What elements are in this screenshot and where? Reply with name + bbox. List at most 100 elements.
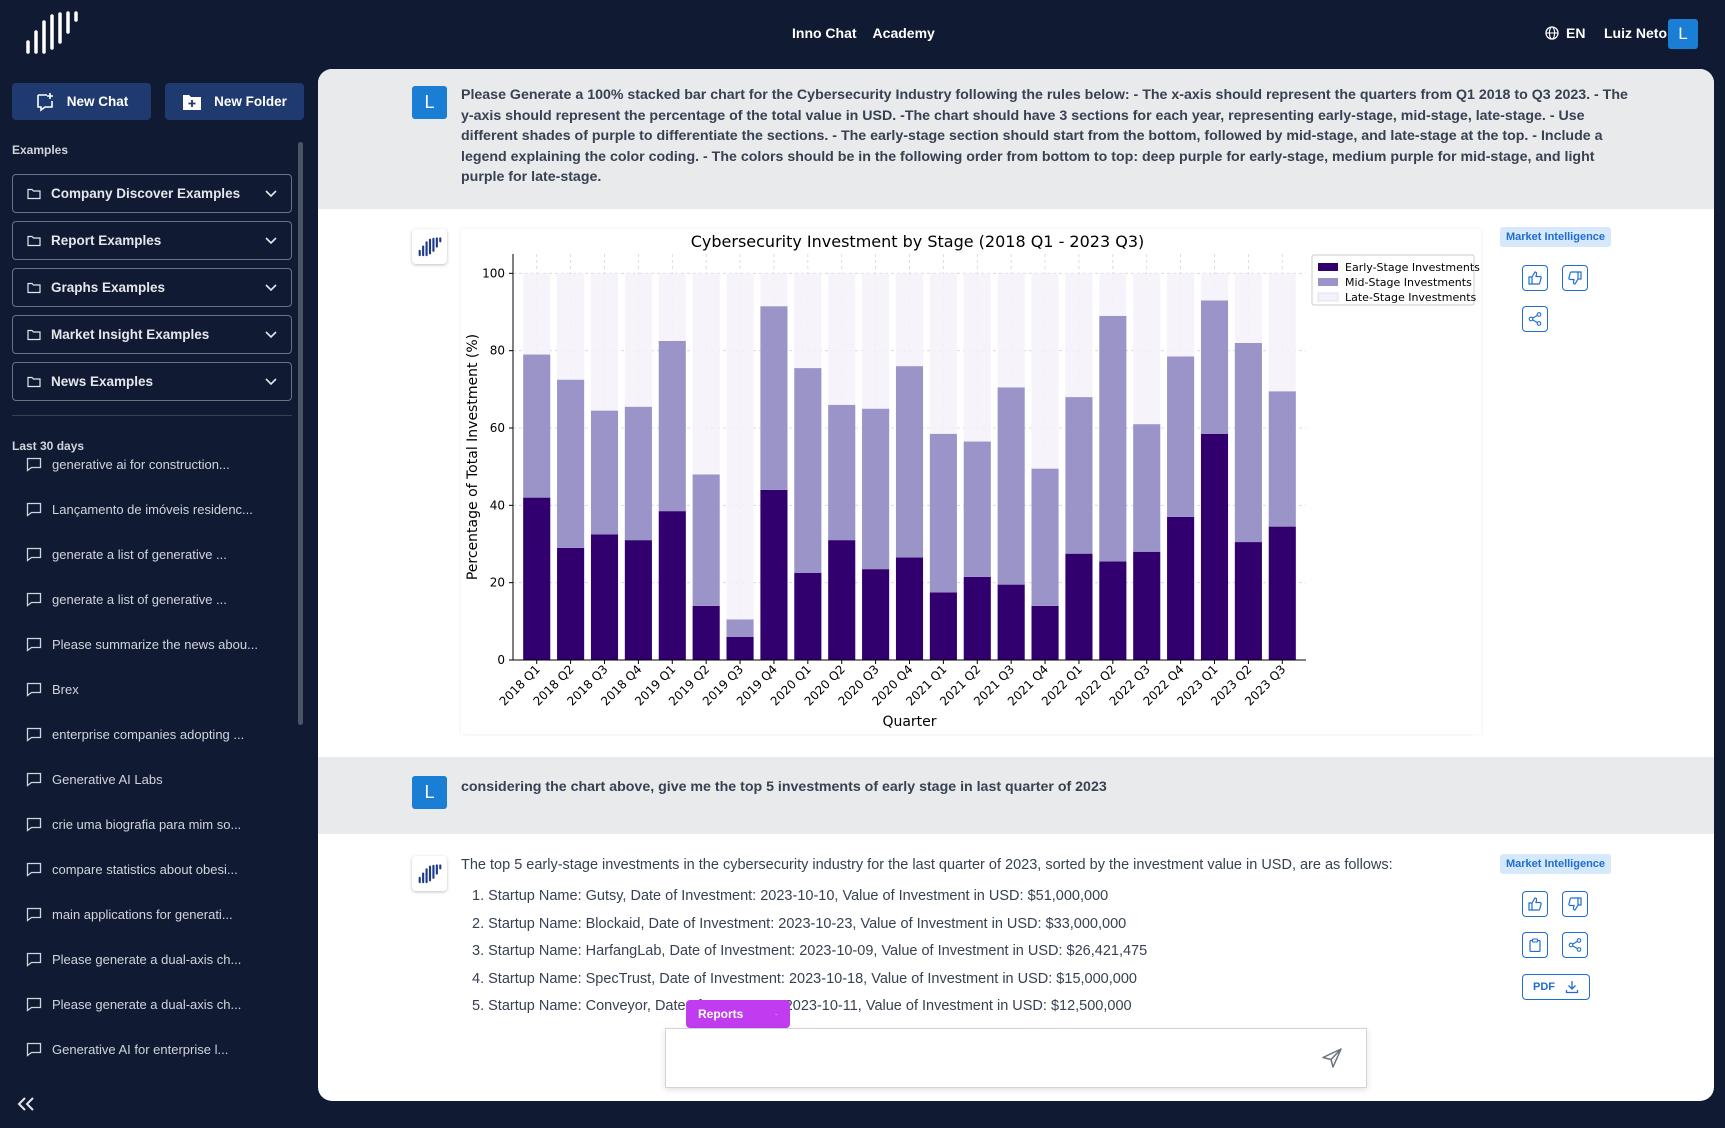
folder-company-discover-examples[interactable]: Company Discover Examples — [12, 174, 292, 213]
answer-item: 3. Startup Name: HarfangLab, Date of Inv… — [472, 943, 1148, 959]
y-tick-label: 60 — [490, 421, 505, 435]
bar-segment-late — [726, 273, 754, 620]
folder-label: Market Insight Examples — [51, 327, 210, 342]
share-icon — [1568, 938, 1582, 952]
thumbs-up-button[interactable] — [1522, 265, 1548, 291]
new-folder-button[interactable]: New Folder — [165, 83, 304, 120]
history-item-label: Please generate a dual-axis ch... — [52, 997, 242, 1012]
y-axis-label: Percentage of Total Investment (%) — [465, 334, 481, 580]
thumbs-up-button[interactable] — [1522, 891, 1548, 917]
pdf-download-button[interactable]: PDF — [1522, 974, 1590, 1000]
bar-segment-early — [760, 489, 788, 660]
bar-segment-late — [760, 273, 788, 307]
chat-bubble-icon — [26, 502, 42, 517]
user-name[interactable]: Luiz Neto — [1604, 25, 1667, 41]
bar-segment-mid — [1099, 315, 1127, 562]
new-folder-label: New Folder — [214, 94, 287, 109]
history-item[interactable]: generate a list of generative ... — [26, 592, 286, 637]
folder-graphs-examples[interactable]: Graphs Examples — [12, 268, 292, 307]
bot-avatar — [412, 856, 447, 891]
nav-academy[interactable]: Academy — [872, 25, 935, 41]
bar-segment-mid — [1234, 342, 1262, 543]
answer-item: 1. Startup Name: Gutsy, Date of Investme… — [472, 888, 1109, 904]
collapse-sidebar-button[interactable] — [16, 1092, 36, 1118]
folder-market-insight-examples[interactable]: Market Insight Examples — [12, 315, 292, 354]
thumbs-down-button[interactable] — [1562, 265, 1588, 291]
top-nav: Inno Chat Academy — [792, 25, 935, 41]
chat-bubble-icon — [26, 727, 42, 742]
user-message: L Please Generate a 100% stacked bar cha… — [318, 69, 1714, 209]
y-tick-label: 100 — [482, 266, 505, 280]
bar-segment-mid — [929, 433, 957, 593]
history-item-label: enterprise companies adopting ... — [52, 727, 245, 742]
history-item[interactable]: enterprise companies adopting ... — [26, 727, 286, 772]
bar-segment-mid — [794, 368, 822, 573]
legend-box — [1311, 254, 1475, 306]
chat-input[interactable] — [682, 1047, 1282, 1071]
copy-button[interactable] — [1522, 932, 1548, 958]
reports-label: Reports — [698, 1007, 744, 1021]
app-logo-icon — [418, 236, 441, 256]
send-icon — [1322, 1048, 1342, 1068]
thumbs-up-icon — [1528, 271, 1542, 285]
bar-segment-late — [590, 273, 619, 411]
sidebar-scrollbar[interactable] — [298, 142, 303, 725]
history-item[interactable]: Generative AI Labs — [26, 772, 286, 817]
chat-history-list: generative ai for construction... Lançam… — [26, 457, 286, 1087]
bar-segment-mid — [997, 387, 1025, 585]
language-selector[interactable]: EN — [1545, 25, 1585, 41]
history-item[interactable]: Brex — [26, 682, 286, 727]
language-label: EN — [1566, 25, 1586, 41]
user-message-avatar: L — [412, 86, 447, 119]
history-item-label: Brex — [52, 682, 79, 697]
history-item-label: Please summarize the news abou... — [52, 637, 258, 652]
globe-icon — [1545, 26, 1559, 40]
chat-input-box — [665, 1028, 1367, 1088]
top-bar: Inno Chat Academy EN Luiz Neto L — [0, 0, 1725, 68]
thumbs-down-button[interactable] — [1562, 891, 1588, 917]
history-item[interactable]: main applications for generati... — [26, 907, 286, 952]
bar-segment-early — [1167, 516, 1195, 660]
clipboard-icon — [1529, 938, 1541, 952]
history-item[interactable]: generate a list of generative ... — [26, 547, 286, 592]
bar-segment-mid — [590, 410, 619, 535]
bar-segment-late — [523, 273, 551, 355]
folder-news-examples[interactable]: News Examples — [12, 362, 292, 401]
new-chat-button[interactable]: New Chat — [12, 83, 151, 120]
bar-segment-late — [557, 273, 585, 380]
legend-entry: Mid-Stage Investments — [1345, 276, 1472, 289]
chevron-down-icon — [775, 1013, 778, 1015]
bar-segment-mid — [692, 474, 720, 606]
bar-segment-mid — [760, 306, 788, 490]
send-button[interactable] — [1321, 1047, 1343, 1074]
bar-segment-early — [1200, 433, 1229, 660]
folder-report-examples[interactable]: Report Examples — [12, 221, 292, 260]
chart-container: 0 20 40 60 80 100 2018 Q1 2018 Q2 2018 Q3 2018 Q4… — [461, 229, 1481, 734]
history-item[interactable]: Please generate a dual-axis ch... — [26, 952, 286, 997]
history-item[interactable]: generative ai for construction... — [26, 457, 286, 502]
chart-title: Cybersecurity Investment by Stage (2018 … — [691, 232, 1145, 251]
user-message-text: considering the chart above, give me the… — [461, 779, 1107, 795]
pdf-label: PDF — [1533, 981, 1555, 993]
history-item[interactable]: Generative AI for enterprise l... — [26, 1042, 286, 1087]
history-item[interactable]: compare statistics about obesi... — [26, 862, 286, 907]
share-button[interactable] — [1562, 932, 1588, 958]
nav-inno-chat[interactable]: Inno Chat — [792, 25, 857, 41]
bar-segment-early — [1268, 526, 1296, 660]
bar-segment-mid — [1167, 356, 1195, 517]
user-avatar[interactable]: L — [1668, 19, 1698, 49]
folder-label: News Examples — [51, 374, 154, 389]
bar-segment-mid — [862, 408, 890, 570]
history-item[interactable]: Please summarize the news abou... — [26, 637, 286, 682]
history-item[interactable]: crie uma biografia para mim so... — [26, 817, 286, 862]
chat-bubble-icon — [26, 862, 42, 877]
share-button[interactable] — [1522, 306, 1548, 332]
history-item[interactable]: Please generate a dual-axis ch... — [26, 997, 286, 1042]
chat-bubble-icon — [26, 997, 42, 1012]
bar-segment-early — [523, 497, 551, 660]
history-item[interactable]: Lançamento de imóveis residenc... — [26, 502, 286, 547]
bar-segment-mid — [1133, 424, 1161, 552]
history-item-label: compare statistics about obesi... — [52, 862, 238, 877]
reports-dropdown[interactable]: Reports — [686, 1000, 790, 1028]
app-logo-icon[interactable] — [24, 10, 80, 56]
